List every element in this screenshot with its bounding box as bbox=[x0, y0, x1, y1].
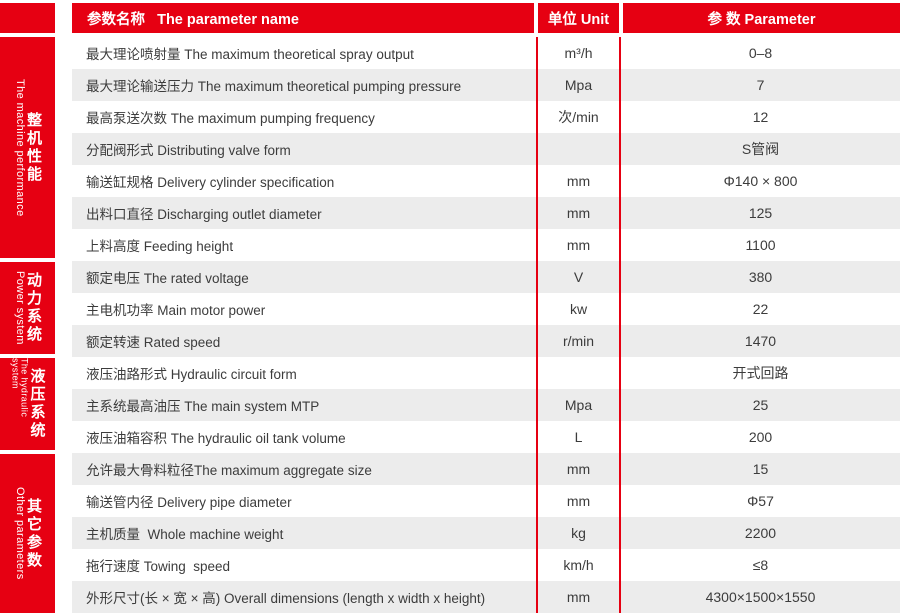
sidebar-section-hydraulic-system: The hydraulic system 液压系统 bbox=[0, 358, 55, 450]
table-row: 主机质量 Whole machine weight kg 2200 bbox=[72, 517, 900, 549]
section-label-cn: 其它参数 bbox=[25, 497, 42, 570]
param-name-cell: 外形尺寸(长 × 宽 × 高) Overall dimensions (leng… bbox=[86, 591, 486, 606]
value-cell: 开式回路 bbox=[732, 365, 789, 381]
unit-cell: r/min bbox=[536, 325, 621, 357]
value-cell: ≤8 bbox=[752, 557, 769, 573]
section-label-en: Power system bbox=[14, 271, 26, 345]
section-label-cn: 动力系统 bbox=[25, 272, 42, 344]
unit-cell: 次/min bbox=[536, 101, 621, 133]
unit-cell: Mpa bbox=[536, 69, 621, 101]
section-label-en: The hydraulic system bbox=[10, 358, 30, 418]
param-name-cell: 允许最大骨料粒径The maximum aggregate size bbox=[86, 463, 372, 478]
category-sidebar: The machine performance 整机性能 Power syste… bbox=[0, 37, 55, 613]
table-header: 参数名称 The parameter name 单位 Unit 参 数 Para… bbox=[72, 3, 900, 33]
param-name-cell: 出料口直径 Discharging outlet diameter bbox=[86, 207, 322, 222]
unit-cell: mm bbox=[536, 453, 621, 485]
param-name-cell: 最高泵送次数 The maximum pumping frequency bbox=[86, 111, 375, 126]
unit-cell: m³/h bbox=[536, 37, 621, 69]
section-label-cn: 整机性能 bbox=[25, 111, 42, 184]
section-label-cn: 液压系统 bbox=[28, 368, 46, 440]
value-cell: 200 bbox=[748, 429, 773, 445]
table-row: 出料口直径 Discharging outlet diameter mm 125 bbox=[72, 197, 900, 229]
param-name-cell: 拖行速度 Towing speed bbox=[86, 559, 231, 574]
param-name-cell: 液压油路形式 Hydraulic circuit form bbox=[86, 367, 297, 382]
value-cell: 380 bbox=[748, 269, 773, 285]
table-row: 最大理论输送压力 The maximum theoretical pumping… bbox=[72, 69, 900, 101]
value-cell: 125 bbox=[748, 205, 773, 221]
param-name-cell: 液压油箱容积 The hydraulic oil tank volume bbox=[86, 431, 346, 446]
unit-cell: mm bbox=[536, 229, 621, 261]
table-row: 分配阀形式 Distributing valve form S管阀 bbox=[72, 133, 900, 165]
param-name-cell: 主机质量 Whole machine weight bbox=[86, 527, 284, 542]
value-cell: 7 bbox=[756, 77, 765, 93]
table-row: 外形尺寸(长 × 宽 × 高) Overall dimensions (leng… bbox=[72, 581, 900, 613]
sidebar-section-other-parameters: Other parameters 其它参数 bbox=[0, 454, 55, 613]
corner-block bbox=[0, 3, 55, 33]
table-row: 额定电压 The rated voltage V 380 bbox=[72, 261, 900, 293]
value-cell: 25 bbox=[752, 397, 769, 413]
unit-cell: mm bbox=[536, 197, 621, 229]
param-name-cell: 最大理论输送压力 The maximum theoretical pumping… bbox=[86, 79, 462, 94]
table-row: 主电机功率 Main motor power kw 22 bbox=[72, 293, 900, 325]
param-name-cell: 额定转速 Rated speed bbox=[86, 335, 221, 350]
unit-cell: mm bbox=[536, 485, 621, 517]
value-cell: 4300×1500×1550 bbox=[705, 589, 816, 605]
param-name-cell: 输送缸规格 Delivery cylinder specification bbox=[86, 175, 335, 190]
unit-cell: L bbox=[536, 421, 621, 453]
unit-cell: mm bbox=[536, 581, 621, 613]
value-cell: 0–8 bbox=[748, 45, 773, 61]
param-name-cell: 分配阀形式 Distributing valve form bbox=[86, 143, 291, 158]
param-name-cell: 上料高度 Feeding height bbox=[86, 239, 234, 254]
unit-cell: mm bbox=[536, 165, 621, 197]
unit-cell bbox=[536, 133, 621, 165]
value-cell: 22 bbox=[752, 301, 769, 317]
value-cell: 2200 bbox=[744, 525, 777, 541]
table-row: 输送缸规格 Delivery cylinder specification mm… bbox=[72, 165, 900, 197]
param-name-cell: 输送管内径 Delivery pipe diameter bbox=[86, 495, 292, 510]
header-parameter-value: 参 数 Parameter bbox=[623, 3, 900, 33]
value-cell: 12 bbox=[752, 109, 769, 125]
value-cell: 1470 bbox=[744, 333, 777, 349]
table-row: 最大理论喷射量 The maximum theoretical spray ou… bbox=[72, 37, 900, 69]
header-divider bbox=[534, 3, 538, 33]
sidebar-section-power-system: Power system 动力系统 bbox=[0, 262, 55, 354]
param-name-cell: 额定电压 The rated voltage bbox=[86, 271, 249, 286]
value-cell: Φ57 bbox=[747, 493, 774, 509]
table-row: 液压油路形式 Hydraulic circuit form 开式回路 bbox=[72, 357, 900, 389]
unit-cell: km/h bbox=[536, 549, 621, 581]
header-divider bbox=[619, 3, 623, 33]
value-cell: Φ140 × 800 bbox=[723, 173, 798, 189]
sidebar-section-machine-performance: The machine performance 整机性能 bbox=[0, 37, 55, 258]
header-parameter-name: 参数名称 The parameter name bbox=[72, 3, 534, 33]
table-body: 最大理论喷射量 The maximum theoretical spray ou… bbox=[72, 37, 900, 613]
param-name-cell: 最大理论喷射量 The maximum theoretical spray ou… bbox=[86, 47, 414, 62]
header-unit: 单位 Unit bbox=[538, 3, 619, 33]
value-cell: 15 bbox=[752, 461, 769, 477]
table-row: 最高泵送次数 The maximum pumping frequency 次/m… bbox=[72, 101, 900, 133]
table-row: 上料高度 Feeding height mm 1100 bbox=[72, 229, 900, 261]
table-row: 拖行速度 Towing speed km/h ≤8 bbox=[72, 549, 900, 581]
section-label-en: Other parameters bbox=[14, 487, 26, 580]
table-row: 额定转速 Rated speed r/min 1470 bbox=[72, 325, 900, 357]
value-cell: 1100 bbox=[745, 237, 776, 253]
unit-cell: kw bbox=[536, 293, 621, 325]
unit-cell bbox=[536, 357, 621, 389]
param-name-cell: 主电机功率 Main motor power bbox=[86, 303, 266, 318]
table-row: 输送管内径 Delivery pipe diameter mm Φ57 bbox=[72, 485, 900, 517]
table-row: 允许最大骨料粒径The maximum aggregate size mm 15 bbox=[72, 453, 900, 485]
table-row: 主系统最高油压 The main system MTP Mpa 25 bbox=[72, 389, 900, 421]
value-cell: S管阀 bbox=[741, 141, 780, 157]
unit-cell: V bbox=[536, 261, 621, 293]
unit-cell: kg bbox=[536, 517, 621, 549]
section-label-en: The machine performance bbox=[14, 78, 26, 217]
table-row: 液压油箱容积 The hydraulic oil tank volume L 2… bbox=[72, 421, 900, 453]
unit-cell: Mpa bbox=[536, 389, 621, 421]
param-name-cell: 主系统最高油压 The main system MTP bbox=[86, 399, 320, 414]
